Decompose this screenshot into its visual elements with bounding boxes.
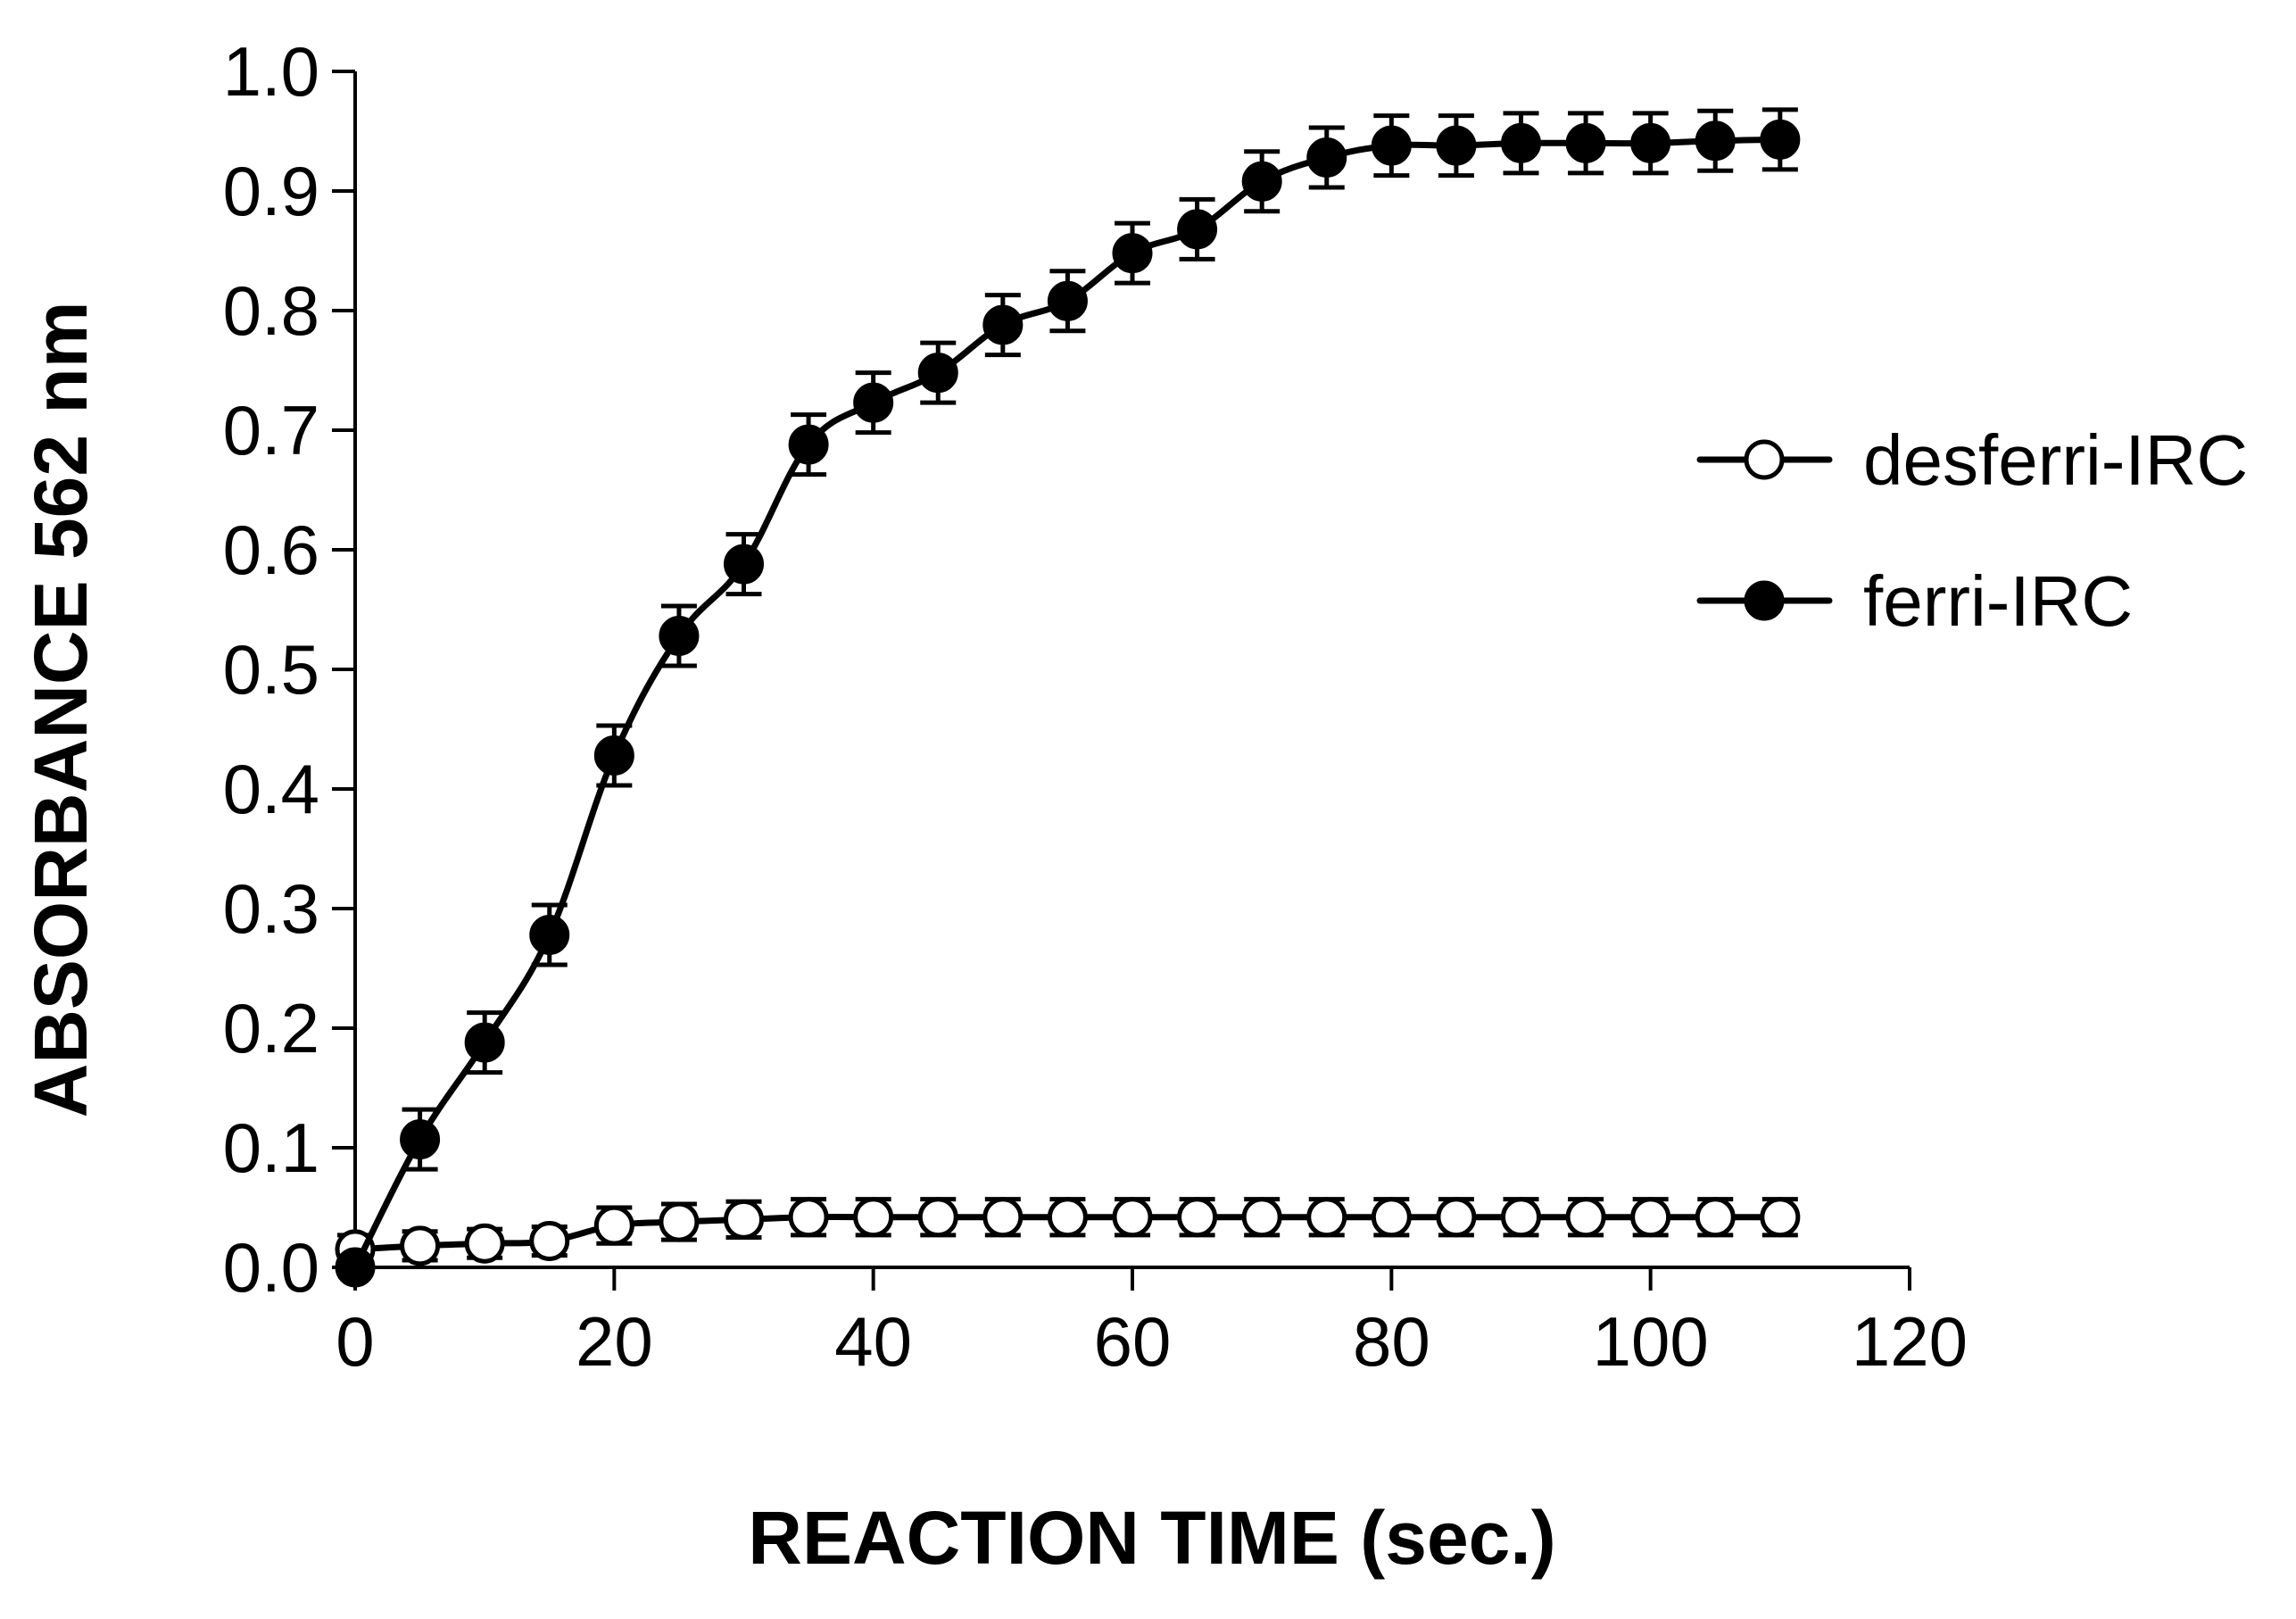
data-point: [724, 544, 764, 585]
y-tick-label: 0.1: [223, 1108, 319, 1187]
data-point: [917, 1197, 958, 1238]
y-tick-label: 1.0: [223, 32, 319, 111]
legend-marker-open-circle: [1744, 439, 1785, 480]
y-tick-label: 0.0: [223, 1228, 319, 1307]
series-layer: [335, 107, 1801, 1288]
data-point: [1241, 1197, 1282, 1238]
data-point: [1371, 125, 1412, 166]
x-tick-label: 40: [834, 1302, 912, 1381]
data-point: [529, 914, 570, 955]
data-point: [464, 1022, 505, 1063]
data-point: [529, 1221, 570, 1262]
y-tick-label: 0.9: [223, 152, 319, 230]
data-point: [1630, 122, 1671, 163]
data-point: [1047, 280, 1088, 321]
legend-label-desferri-irc: desferri-IRC: [1863, 420, 2248, 500]
legend-label-ferri-irc: ferri-IRC: [1863, 561, 2133, 641]
data-point: [1241, 161, 1282, 202]
x-tick-label: 120: [1852, 1302, 1968, 1381]
series-ferri-irc: [335, 107, 1801, 1288]
data-point: [1112, 1197, 1153, 1238]
legend-marker-filled-circle: [1744, 580, 1785, 621]
x-tick-label: 80: [1353, 1302, 1430, 1381]
data-point: [853, 1197, 894, 1238]
data-point: [1760, 119, 1801, 160]
data-point: [1436, 125, 1477, 166]
data-point: [1177, 1197, 1218, 1238]
legend-item-ferri-irc: ferri-IRC: [1696, 561, 2133, 641]
x-tick-label: 100: [1593, 1302, 1709, 1381]
y-tick-label: 0.5: [223, 630, 319, 709]
data-point: [1565, 1197, 1606, 1238]
data-point: [400, 1119, 441, 1160]
x-tick-label: 60: [1094, 1302, 1172, 1381]
series-desferri-irc: [335, 1197, 1801, 1270]
data-point: [982, 1197, 1024, 1238]
y-tick-label: 0.2: [223, 989, 319, 1067]
data-point: [724, 1199, 764, 1240]
y-ticks: 0.0 0.1 0.2 0.3 0.4 0.5 0.6 0.7 0.8 0.9 1.0: [223, 32, 355, 1307]
data-point: [982, 304, 1024, 345]
x-ticks: 0 20 40 60 80 100 120: [336, 1267, 1968, 1381]
data-point: [335, 1247, 376, 1288]
data-point: [400, 1225, 441, 1266]
data-point: [1501, 1197, 1541, 1238]
data-point: [1177, 209, 1218, 250]
data-point: [1501, 122, 1541, 163]
data-point: [1306, 137, 1347, 178]
data-point: [464, 1223, 505, 1264]
y-tick-label: 0.3: [223, 869, 319, 948]
x-axis-title: REACTION TIME (sec.): [748, 1496, 1555, 1580]
data-point: [1047, 1197, 1088, 1238]
legend-item-desferri-irc: desferri-IRC: [1696, 420, 2248, 500]
data-point: [593, 1205, 634, 1246]
y-tick-label: 0.8: [223, 271, 319, 350]
y-axis-title: ABSORBANCE 562 nm: [19, 302, 103, 1118]
data-point: [1112, 233, 1153, 274]
data-point: [1760, 1197, 1801, 1238]
data-point: [1436, 1197, 1477, 1238]
data-point: [1695, 1197, 1736, 1238]
data-point: [593, 735, 634, 776]
data-point: [788, 424, 829, 465]
data-point: [788, 1197, 829, 1238]
data-point: [659, 615, 700, 656]
data-point: [1630, 1197, 1671, 1238]
data-point: [917, 353, 958, 394]
y-tick-label: 0.4: [223, 750, 319, 828]
data-point: [1306, 1197, 1347, 1238]
y-tick-label: 0.7: [223, 391, 319, 469]
y-tick-label: 0.6: [223, 511, 319, 589]
legend: desferri-IRC ferri-IRC: [1696, 420, 2248, 641]
x-tick-label: 20: [576, 1302, 653, 1381]
data-point: [1565, 122, 1606, 163]
data-point: [1695, 120, 1736, 162]
data-point: [1371, 1197, 1412, 1238]
x-tick-label: 0: [336, 1302, 374, 1381]
data-point: [853, 382, 894, 423]
data-point: [659, 1201, 700, 1242]
